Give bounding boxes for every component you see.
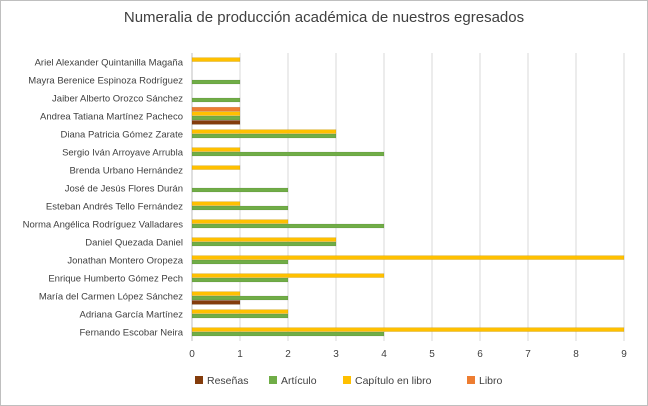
legend-label-0: Reseñas	[207, 375, 248, 387]
bar-1-14	[191, 313, 289, 319]
bar-1-3	[191, 115, 241, 121]
x-tick-label-5: 5	[429, 349, 435, 360]
x-tick-label-6: 6	[477, 349, 483, 360]
bar-0-3	[191, 120, 241, 125]
category-label-1: Mayra Berenice Espinoza Rodríguez	[28, 76, 183, 87]
bar-2-10	[191, 237, 337, 242]
legend-label-2: Capítulo en libro	[355, 375, 432, 387]
bar-1-11	[191, 259, 289, 265]
legend-label-3: Libro	[479, 375, 503, 387]
category-label-2: Jaiber Alberto Orozco Sánchez	[52, 94, 183, 105]
category-label-9: Norma Angélica Rodríguez Valladares	[23, 220, 184, 231]
bar-1-5	[191, 151, 385, 157]
legend-swatch-1	[269, 376, 277, 384]
category-label-7: José de Jesús Flores Durán	[65, 184, 183, 195]
x-tick-label-7: 7	[525, 349, 531, 360]
chart-title: Numeralia de producción académica de nue…	[123, 9, 525, 26]
bar-2-13	[191, 291, 241, 296]
bar-1-1	[191, 79, 241, 85]
category-label-4: Diana Patricia Gómez Zarate	[61, 130, 184, 141]
legend-label-1: Artículo	[281, 375, 317, 387]
bar-marks	[191, 57, 625, 337]
legend-swatch-0	[195, 376, 203, 384]
bar-1-2	[191, 97, 241, 103]
x-tick-label-8: 8	[573, 349, 579, 360]
bar-1-4	[191, 133, 337, 139]
bar-2-5	[191, 147, 241, 152]
bar-3-3	[191, 106, 241, 112]
category-label-12: Enrique Humberto Gómez Pech	[48, 274, 183, 285]
x-tick-label-0: 0	[189, 349, 195, 360]
bar-1-12	[191, 277, 289, 283]
category-label-5: Sergio Iván Arroyave Arrubla	[62, 148, 184, 159]
x-tick-label-4: 4	[381, 349, 387, 360]
bar-2-8	[191, 201, 241, 206]
bar-2-11	[191, 255, 625, 260]
bar-2-0	[191, 57, 241, 62]
category-label-10: Daniel Quezada Daniel	[85, 238, 183, 249]
bar-1-8	[191, 205, 289, 211]
category-label-14: Adriana García Martínez	[80, 310, 184, 321]
x-tick-labels: 0 1 2 3 4 5 6 7 8 9	[189, 349, 627, 360]
bar-2-6	[191, 165, 241, 170]
bar-1-13	[191, 295, 289, 301]
bar-1-9	[191, 223, 385, 229]
bar-2-3	[191, 111, 241, 116]
category-label-3: Andrea Tatiana Martínez Pacheco	[40, 112, 183, 123]
bar-2-9	[191, 219, 289, 224]
category-label-6: Brenda Urbano Hernández	[69, 166, 183, 177]
x-tick-label-2: 2	[285, 349, 291, 360]
category-label-15: Fernando Escobar Neira	[80, 328, 184, 339]
category-labels: Ariel Alexander Quintanilla Magaña Mayra …	[23, 58, 184, 339]
bar-2-15	[191, 327, 625, 332]
bar-0-13	[191, 300, 241, 305]
bar-1-10	[191, 241, 337, 247]
bar-1-15	[191, 331, 385, 337]
category-label-0: Ariel Alexander Quintanilla Magaña	[35, 58, 184, 69]
x-tick-label-9: 9	[621, 349, 627, 360]
category-label-11: Jonathan Montero Oropeza	[67, 256, 183, 267]
legend-swatch-2	[343, 376, 351, 384]
legend-swatch-3	[467, 376, 475, 384]
x-tick-label-3: 3	[333, 349, 339, 360]
category-label-8: Esteban Andrés Tello Fernández	[46, 202, 183, 213]
legend: Reseñas Artículo Capítulo en libro Libro	[195, 375, 503, 387]
bar-2-12	[191, 273, 385, 278]
bar-2-4	[191, 129, 337, 134]
bar-1-7	[191, 187, 289, 193]
category-label-13: María del Carmen López Sánchez	[39, 292, 183, 303]
bar-2-14	[191, 309, 289, 314]
x-tick-label-1: 1	[237, 349, 243, 360]
